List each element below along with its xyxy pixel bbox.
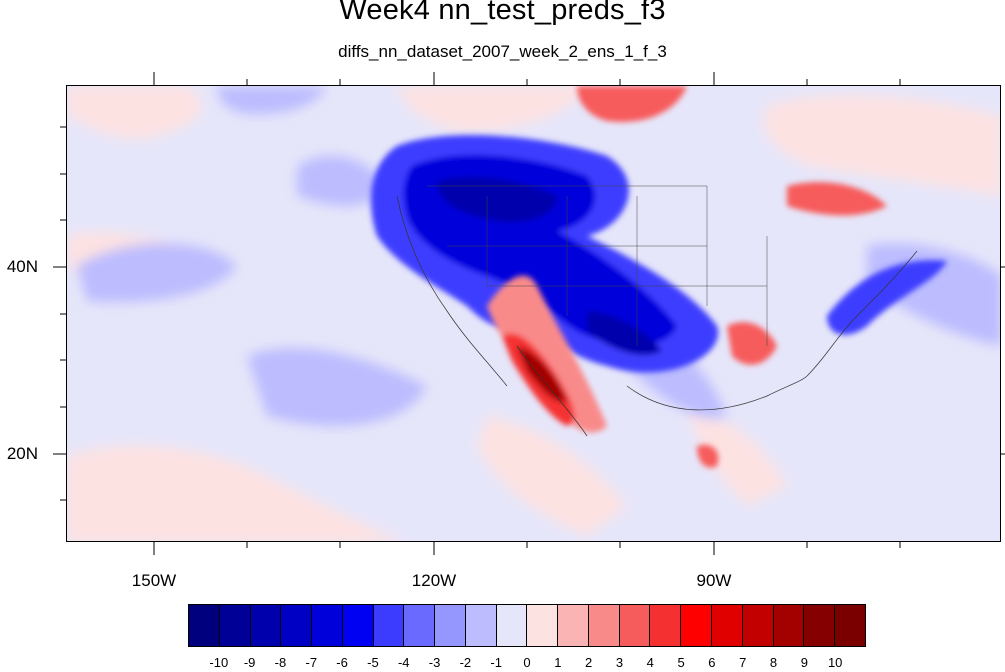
lat-tick-40n: 40N xyxy=(6,257,38,276)
colorbar-swatch xyxy=(558,605,589,646)
colorbar-label: 3 xyxy=(615,655,624,670)
negative-core xyxy=(371,135,719,373)
colorbar-swatch xyxy=(835,605,865,646)
colorbar-swatch xyxy=(712,605,743,646)
colorbar-label: 2 xyxy=(585,655,593,670)
colorbar-swatch xyxy=(527,605,559,646)
colorbar-label: 0 xyxy=(523,655,531,670)
colorbar-label: -9 xyxy=(243,655,256,670)
colorbar-swatch xyxy=(619,605,651,646)
coastlines xyxy=(396,195,918,437)
colorbar-swatch xyxy=(496,605,528,646)
colorbar-swatch xyxy=(804,605,836,646)
colorbar-label: -8 xyxy=(274,655,287,670)
colorbar-swatch xyxy=(281,605,313,646)
map-panel xyxy=(66,85,1001,542)
colorbar-swatch xyxy=(435,605,466,646)
lon-tick-150w: 150W xyxy=(131,571,177,590)
colorbar-swatch xyxy=(650,605,682,646)
colorbar-label: 4 xyxy=(646,655,654,670)
positive-core xyxy=(487,275,607,433)
colorbar-swatch xyxy=(312,605,343,646)
state-borders xyxy=(427,185,768,346)
colorbar-label: -2 xyxy=(459,655,472,670)
colorbar-swatch xyxy=(219,605,251,646)
colorbar-label: 7 xyxy=(739,655,747,670)
colorbar-label: -10 xyxy=(209,655,229,670)
colorbar-swatch xyxy=(250,605,282,646)
map-subtitle: diffs_nn_dataset_2007_week_2_ens_1_f_3 xyxy=(338,42,667,61)
lon-tick-120w: 120W xyxy=(411,571,457,590)
colorbar-label: -3 xyxy=(428,655,441,670)
map-title: Week4 nn_test_preds_f3 xyxy=(339,0,666,26)
colorbar-label: 8 xyxy=(769,655,778,670)
lat-tick-20n: 20N xyxy=(6,444,38,463)
colorbar-swatch xyxy=(588,605,620,646)
colorbar-swatch xyxy=(681,605,713,646)
colorbar-label: 6 xyxy=(708,655,716,670)
scattered-positive-patches xyxy=(577,86,887,468)
colorbar-label: -6 xyxy=(336,655,348,670)
colorbar-swatch xyxy=(465,605,497,646)
colorbar-swatch xyxy=(773,605,805,646)
colorbar-label: 10 xyxy=(827,655,843,670)
colorbar-label: -1 xyxy=(490,655,502,670)
colorbar-swatch xyxy=(189,605,220,646)
colorbar-swatch xyxy=(373,605,405,646)
colorbar-label: -5 xyxy=(367,655,379,670)
colorbar-swatch xyxy=(742,605,774,646)
colorbar-label: 1 xyxy=(554,655,562,670)
colorbar-label: 9 xyxy=(800,655,808,670)
colorbar-label: -4 xyxy=(397,655,410,670)
field-plot xyxy=(67,86,1000,541)
colorbar-swatch xyxy=(342,605,374,646)
light-positive-zones xyxy=(67,86,1000,541)
colorbar-label: -7 xyxy=(305,655,318,670)
colorbar xyxy=(188,604,866,647)
colorbar-label: 5 xyxy=(677,655,685,670)
colorbar-swatch xyxy=(404,605,436,646)
lon-tick-90w: 90W xyxy=(696,571,732,590)
